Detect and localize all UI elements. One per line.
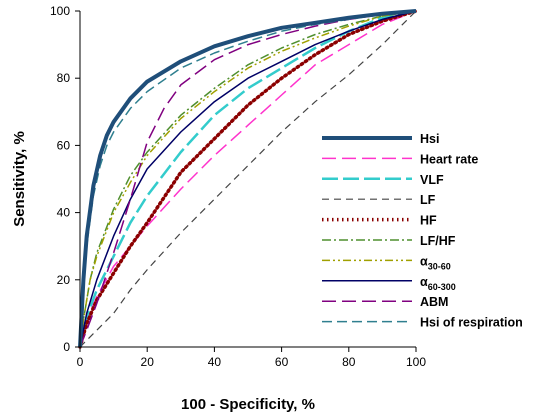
legend-label-30-60: α30-60 — [420, 254, 451, 271]
y-tick-label: 80 — [57, 71, 71, 85]
legend-label-60-300: α60-300 — [420, 275, 456, 292]
y-tick-label: 20 — [57, 273, 71, 287]
legend-label-lf: LF — [420, 193, 436, 207]
x-tick-label: 0 — [77, 355, 84, 369]
series-line-lf-hf — [79, 10, 417, 348]
series-line-abm — [79, 10, 417, 348]
y-tick-label: 40 — [57, 206, 71, 220]
x-tick-label: 100 — [406, 355, 426, 369]
legend-label-hsi: Hsi — [420, 132, 439, 146]
axes-layer — [79, 11, 416, 348]
x-tick-label: 60 — [275, 355, 289, 369]
legend-label-abm: ABM — [420, 295, 448, 309]
legend-label-vlf: VLF — [420, 173, 444, 187]
y-tick-label: 0 — [63, 340, 70, 354]
y-tick-label: 100 — [50, 4, 70, 18]
legend-label-hf: HF — [420, 214, 437, 228]
series-line-heart-rate — [79, 10, 417, 348]
legend-label-hsi-of-respiration: Hsi of respiration — [420, 316, 523, 330]
series-line-30-60 — [79, 10, 417, 348]
x-axis-title: 100 - Specificity, % — [181, 396, 315, 413]
legend-label-lf-hf: LF/HF — [420, 234, 456, 248]
legend-label-heart-rate: Heart rate — [420, 152, 478, 166]
series-line-60-300 — [79, 10, 417, 348]
x-tick-label: 40 — [208, 355, 222, 369]
series-line-hsi — [78, 9, 417, 348]
series-line-hf — [78, 9, 418, 349]
curves-layer — [78, 9, 418, 349]
x-tick-label: 20 — [141, 355, 155, 369]
ticks-layer: 0 20 40 60 80 100 0 20 40 60 80 100 — [50, 4, 426, 369]
y-axis-title: Sensitivity, % — [11, 131, 28, 227]
legend: Hsi Heart rate VLF LF HF LF/HF α30-60 α60-300 AB… — [322, 132, 523, 330]
y-tick-label: 60 — [57, 138, 71, 152]
x-tick-label: 80 — [342, 355, 356, 369]
